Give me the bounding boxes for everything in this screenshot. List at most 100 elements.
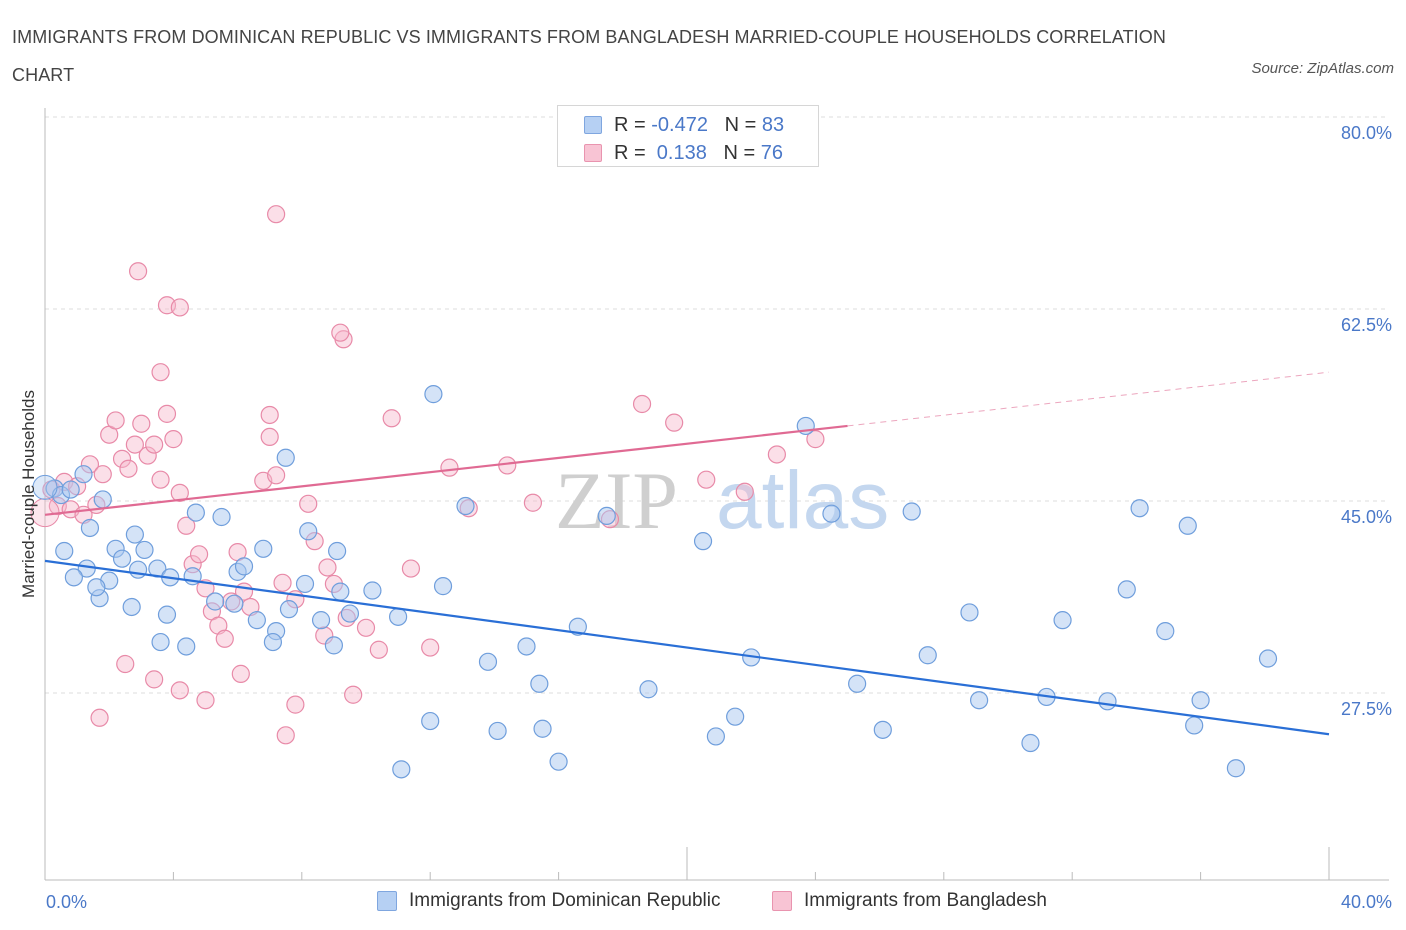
- scatter-point-dominican: [61, 480, 80, 499]
- scatter-point-dominican: [421, 711, 440, 731]
- scatter-point-dominican: [549, 752, 568, 771]
- y-axis-label: Married-couple Households: [19, 390, 38, 598]
- scatter-point-bangladesh: [106, 411, 125, 430]
- scatter-point-dominican: [970, 691, 989, 710]
- trend-lines: [44, 371, 1330, 736]
- legend-r-value: -0.472: [651, 114, 708, 136]
- scatter-point-bangladesh: [806, 430, 825, 449]
- scatter-point-dominican: [74, 465, 93, 484]
- scatter-point-dominican: [254, 539, 273, 558]
- legend-n-value: 76: [760, 142, 784, 164]
- scatter-point-dominican: [424, 385, 443, 404]
- scatter-point-dominican: [1191, 691, 1210, 710]
- scatter-point-dominican: [389, 607, 408, 626]
- scatter-point-bangladesh: [344, 685, 363, 704]
- scatter-point-dominican: [128, 560, 148, 579]
- scatter-point-dominican: [1258, 649, 1278, 668]
- y-tick-label: 45.0%: [1341, 507, 1392, 527]
- y-tick-label: 27.5%: [1341, 699, 1392, 719]
- watermark: ZIP atlas: [555, 455, 889, 546]
- trendline-dominican: [44, 559, 1330, 736]
- scatter-point-dominican: [225, 594, 244, 613]
- legend-r-label: R =: [614, 142, 652, 164]
- scatter-point-bangladesh: [318, 558, 337, 577]
- stats-legend: R = -0.472 N = 83 R = 0.138 N = 76: [557, 105, 819, 167]
- scatter-point-dominican: [295, 574, 315, 594]
- scatter-point-bangladesh: [767, 445, 786, 464]
- scatter-point-dominican: [706, 727, 725, 746]
- scatter-point-bangladesh: [231, 664, 250, 683]
- scatter-point-dominican: [234, 557, 254, 576]
- scatter-point-dominican: [87, 578, 106, 597]
- legend-swatch-bangladesh: [584, 144, 602, 162]
- scatter-point-dominican: [456, 496, 475, 516]
- scatter-point-bangladesh: [151, 363, 170, 382]
- scatter-point-bangladesh: [632, 394, 652, 414]
- scatter-point-bangladesh: [273, 573, 292, 592]
- series-bangladesh-points: [30, 205, 825, 745]
- scatter-point-dominican: [311, 611, 331, 630]
- scatter-point-bangladesh: [382, 409, 401, 428]
- scatter-point-dominican: [151, 632, 170, 652]
- scatter-point-dominican: [568, 617, 587, 636]
- scatter-point-dominican: [848, 674, 867, 693]
- scatter-point-dominican: [135, 540, 154, 560]
- scatter-point-bangladesh: [132, 414, 151, 433]
- source-label: Source: ZipAtlas.com: [1251, 60, 1394, 77]
- scatter-point-bangladesh: [267, 205, 286, 224]
- scatter-point-dominican: [639, 680, 658, 699]
- scatter-point-bangladesh: [286, 695, 305, 714]
- legend-r-label: R =: [614, 114, 652, 136]
- scatter-point-dominican: [122, 597, 141, 617]
- scatter-point-dominican: [186, 503, 205, 522]
- scatter-point-dominican: [340, 604, 360, 623]
- scatter-point-dominican: [433, 577, 453, 596]
- scatter-point-dominican: [279, 600, 299, 619]
- scatter-point-bangladesh: [138, 446, 157, 465]
- series-dominican-points: [32, 385, 1278, 779]
- y-tick-label: 80.0%: [1341, 123, 1392, 143]
- scatter-point-dominican: [299, 522, 318, 541]
- scatter-point-bangladesh: [421, 638, 440, 657]
- scatter-point-dominican: [177, 637, 196, 656]
- scatter-point-dominican: [597, 506, 616, 526]
- legend-n-label: N =: [724, 114, 762, 136]
- scatter-point-bangladesh: [177, 516, 196, 535]
- scatter-point-bangladesh: [116, 654, 135, 674]
- scatter-point-bangladesh: [735, 482, 754, 501]
- legend-n-value: 83: [761, 114, 785, 136]
- axes: [44, 108, 1389, 881]
- scatter-point-dominican: [247, 611, 266, 630]
- scatter-point-dominican: [1098, 692, 1117, 711]
- scatter-point-bangladesh: [90, 708, 109, 727]
- scatter-point-dominican: [1130, 499, 1149, 518]
- scatter-point-bangladesh: [260, 405, 279, 425]
- scatter-point-dominican: [55, 541, 74, 561]
- scatter-point-bangladesh: [440, 458, 459, 477]
- x-tick-label: 40.0%: [1341, 892, 1392, 912]
- scatter-point-bangladesh: [164, 430, 183, 449]
- bottom-legend-label-dominican: Immigrants from Dominican Republic: [409, 890, 721, 911]
- scatter-point-bangladesh: [170, 298, 189, 317]
- trendline-bangladesh: [44, 424, 848, 516]
- scatter-point-dominican: [530, 674, 549, 693]
- scatter-point-dominican: [693, 532, 713, 551]
- scatter-point-dominican: [873, 720, 892, 739]
- scatter-point-dominican: [276, 448, 295, 467]
- scatter-point-dominican: [263, 632, 283, 652]
- scatter-point-dominican: [112, 549, 132, 568]
- scatter-point-bangladesh: [128, 262, 148, 281]
- scatter-point-bangladesh: [215, 629, 234, 648]
- scatter-point-bangladesh: [112, 449, 132, 468]
- scatter-point-bangladesh: [267, 466, 286, 485]
- scatter-point-dominican: [331, 582, 350, 601]
- scatter-point-bangladesh: [331, 323, 350, 342]
- scatter-point-dominican: [392, 760, 411, 779]
- scatter-point-dominican: [212, 507, 231, 527]
- scatter-point-dominican: [960, 603, 979, 622]
- scatter-point-dominican: [533, 719, 552, 738]
- scatter-point-dominican: [125, 525, 144, 544]
- scatter-point-dominican: [32, 474, 58, 500]
- scatter-point-bangladesh: [665, 413, 684, 432]
